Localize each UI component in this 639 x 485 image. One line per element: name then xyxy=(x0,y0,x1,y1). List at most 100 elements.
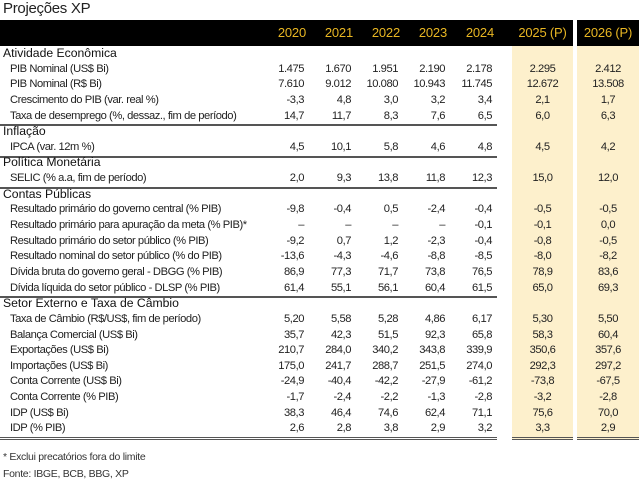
value-cell xyxy=(512,186,573,203)
spacer xyxy=(497,20,512,46)
section-row: Inflação xyxy=(0,124,639,140)
value-cell xyxy=(356,155,403,171)
value-cell xyxy=(577,186,639,203)
year-header: 2025 (P) xyxy=(512,20,573,46)
value-cell xyxy=(512,155,573,172)
spacer xyxy=(497,390,512,406)
table-row: IPCA (var. 12m %) 4,5 10,1 5,8 4,6 4,8 4,5 4,2 xyxy=(0,139,639,158)
value-cell xyxy=(577,46,639,62)
value-cell: 11,8 xyxy=(403,171,450,189)
value-cell: 1.951 xyxy=(372,62,398,75)
value-cell: 46,4 xyxy=(331,406,351,419)
table-row: Balança Comercial (US$ Bi) 35,7 42,3 51,5 92… xyxy=(0,327,639,344)
table-row: PIB Nominal (R$ Bi) 7.610 9.012 10.080 10.94… xyxy=(0,77,639,93)
value-cell: 2.178 xyxy=(466,62,492,75)
row-label: Dívida bruta do governo geral - DBGG (% … xyxy=(10,265,223,278)
column-gap xyxy=(573,374,577,391)
footnote: * Exclui precatórios fora do limite xyxy=(3,451,146,463)
column-gap xyxy=(573,296,577,312)
value-cell xyxy=(356,187,403,203)
spacer xyxy=(497,311,512,328)
value-cell xyxy=(450,187,497,203)
value-cell: 12.672 xyxy=(512,77,573,93)
section-title: Contas Públicas xyxy=(3,186,92,201)
value-cell: 60,4 xyxy=(403,281,450,299)
value-cell: 2,1 xyxy=(512,92,573,109)
value-cell: – xyxy=(392,219,398,232)
value-cell: 251,5 xyxy=(419,359,445,372)
table-row: Dívida bruta do governo geral - DBGG (% … xyxy=(0,264,639,281)
value-cell: 343,8 xyxy=(419,344,445,357)
table-row: Conta Corrente (US$ Bi) -24,9 -40,4 -42,2 -2… xyxy=(0,374,639,391)
value-cell: 2,0 xyxy=(262,171,309,189)
value-cell: 5,20 xyxy=(284,312,304,325)
table-row: PIB Nominal (US$ Bi) 1.475 1.670 1.951 2.190… xyxy=(0,61,639,78)
section-row: Atividade Econômica xyxy=(0,46,639,62)
column-gap xyxy=(573,218,577,234)
section-row: Setor Externo e Taxa de Câmbio xyxy=(0,296,639,312)
row-label: SELIC (% a.a, fim de período) xyxy=(0,171,262,189)
value-cell: 2,8 xyxy=(309,421,356,441)
row-label: IDP (US$ Bi) xyxy=(10,406,69,419)
value-cell: 2.295 xyxy=(512,61,573,78)
value-cell: 6,17 xyxy=(472,312,492,325)
value-cell: 75,6 xyxy=(512,405,573,422)
value-cell: 60,4 xyxy=(577,327,639,344)
value-cell: 71,7 xyxy=(378,265,398,278)
spacer xyxy=(497,124,512,140)
section-title: Atividade Econômica xyxy=(3,46,117,60)
value-cell: 4,86 xyxy=(425,312,445,325)
row-label: IDP (% PIB) xyxy=(0,421,262,441)
column-gap xyxy=(573,186,577,203)
value-cell: -61,2 xyxy=(468,375,493,388)
column-gap xyxy=(573,421,577,441)
value-cell: 357,6 xyxy=(577,343,639,359)
year-header: 2020 xyxy=(262,20,309,46)
row-label: Conta Corrente (% PIB) xyxy=(10,391,119,404)
value-cell: 2,6 xyxy=(262,421,309,441)
spacer xyxy=(497,92,512,109)
value-cell: – xyxy=(439,219,445,232)
value-cell xyxy=(512,124,573,140)
section-title: Política Monetária xyxy=(3,155,101,170)
value-cell: 76,5 xyxy=(472,265,492,278)
value-cell xyxy=(512,46,573,62)
table-row: IDP (US$ Bi) 38,3 46,4 74,6 62,4 71,1 75,6 70,0 xyxy=(0,405,639,422)
column-gap xyxy=(573,124,577,140)
table-row: Resultado primário para apuração da meta… xyxy=(0,218,639,234)
value-cell xyxy=(356,296,403,312)
table-row: Dívida líquida do setor público - DLSP (… xyxy=(0,280,639,299)
table-row: Resultado nominal do setor público (% do… xyxy=(0,249,639,265)
row-label: Taxa de Câmbio (R$/US$, fim de período) xyxy=(10,312,201,325)
value-cell: -2,4 xyxy=(427,203,446,216)
value-cell: 1.475 xyxy=(278,62,304,75)
value-cell xyxy=(262,124,309,140)
value-cell: -24,9 xyxy=(280,375,305,388)
value-cell: 288,7 xyxy=(372,359,398,372)
value-cell: -13,6 xyxy=(280,250,305,263)
value-cell: 56,1 xyxy=(356,281,403,299)
table-row: Conta Corrente (% PIB) -1,7 -2,4 -2,2 -1,3 -2… xyxy=(0,390,639,406)
value-cell: 9,3 xyxy=(309,171,356,189)
value-cell xyxy=(450,124,497,140)
value-cell xyxy=(262,187,309,203)
projections-table: 2020 2021 2022 2023 2024 2025 (P) 2026 (P) Ativ… xyxy=(0,20,639,441)
value-cell: 83,6 xyxy=(577,264,639,281)
year-header: 2024 xyxy=(450,20,497,46)
value-cell: -2,4 xyxy=(333,391,352,404)
table-row: Resultado primário do governo central (%… xyxy=(0,202,639,219)
value-cell xyxy=(403,155,450,171)
value-cell: 3,8 xyxy=(356,421,403,441)
column-gap xyxy=(573,343,577,359)
column-gap xyxy=(573,264,577,281)
spacer xyxy=(497,405,512,422)
value-cell: -0,5 xyxy=(577,202,639,219)
value-cell: -0,4 xyxy=(474,234,493,247)
value-cell xyxy=(356,46,403,62)
value-cell: -0,5 xyxy=(577,233,639,250)
value-cell: 10.080 xyxy=(366,78,398,91)
table-row: Taxa de Câmbio (R$/US$, fim de período) 5… xyxy=(0,311,639,328)
column-gap xyxy=(573,46,577,62)
value-cell: 340,2 xyxy=(372,344,398,357)
row-label: PIB Nominal (US$ Bi) xyxy=(10,62,109,75)
